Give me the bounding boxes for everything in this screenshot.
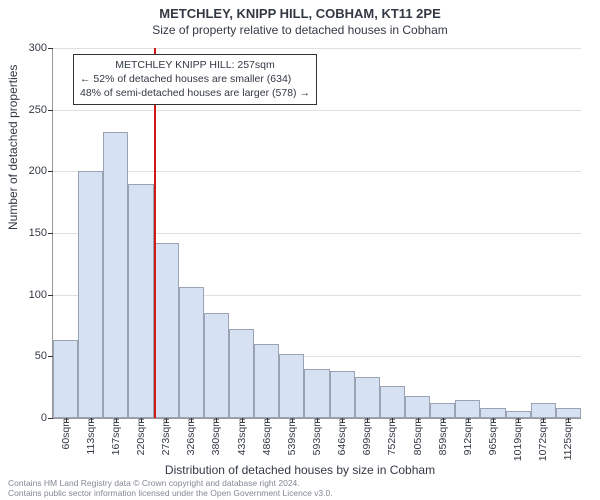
footer-attribution: Contains HM Land Registry data © Crown c… <box>8 479 333 498</box>
histogram-bar <box>506 411 531 418</box>
x-tick-label: 167sqm <box>110 418 122 455</box>
histogram-bar <box>304 369 329 418</box>
histogram-bar <box>556 408 581 418</box>
x-tick-label: 486sqm <box>261 418 273 455</box>
x-tick-label: 699sqm <box>361 418 373 455</box>
histogram-bar <box>455 400 480 419</box>
x-axis-label: Distribution of detached houses by size … <box>0 463 600 477</box>
x-tick-label: 912sqm <box>462 418 474 455</box>
x-tick-label: 433sqm <box>236 418 248 455</box>
histogram-bar <box>531 403 556 418</box>
histogram-bar <box>78 171 103 418</box>
annotation-line-3: 48% of semi-detached houses are larger (… <box>80 86 310 100</box>
x-tick-label: 326sqm <box>185 418 197 455</box>
x-tick-label: 593sqm <box>311 418 323 455</box>
chart-subtitle: Size of property relative to detached ho… <box>0 21 600 37</box>
histogram-bar <box>179 287 204 418</box>
histogram-bar <box>154 243 179 418</box>
y-tick-label: 50 <box>35 350 53 362</box>
y-tick-label: 100 <box>29 289 53 301</box>
x-tick-label: 60sqm <box>60 418 72 450</box>
y-axis-label: Number of detached properties <box>6 65 20 230</box>
annotation-line-1: METCHLEY KNIPP HILL: 257sqm <box>80 58 310 72</box>
x-tick-label: 380sqm <box>210 418 222 455</box>
y-tick-label: 300 <box>29 42 53 54</box>
x-tick-label: 1072sqm <box>537 418 549 461</box>
histogram-bar <box>229 329 254 418</box>
x-tick-label: 1125sqm <box>562 418 574 460</box>
histogram-bar <box>380 386 405 418</box>
histogram-bar <box>430 403 455 418</box>
x-tick-label: 805sqm <box>412 418 424 455</box>
x-tick-label: 539sqm <box>286 418 298 455</box>
histogram-bar <box>103 132 128 418</box>
footer-line-2: Contains public sector information licen… <box>8 489 333 498</box>
histogram-bar <box>279 354 304 418</box>
y-tick-label: 0 <box>41 412 53 424</box>
y-tick-label: 200 <box>29 165 53 177</box>
histogram-bar <box>254 344 279 418</box>
x-tick-label: 965sqm <box>487 418 499 455</box>
x-tick-label: 1019sqm <box>512 418 524 461</box>
x-tick-label: 859sqm <box>437 418 449 455</box>
x-tick-label: 752sqm <box>386 418 398 455</box>
chart-title: METCHLEY, KNIPP HILL, COBHAM, KT11 2PE <box>0 0 600 21</box>
histogram-bar <box>204 313 229 418</box>
histogram-bar <box>330 371 355 418</box>
annotation-line-2: ← 52% of detached houses are smaller (63… <box>80 72 310 86</box>
histogram-bar <box>128 184 153 418</box>
x-tick-label: 113sqm <box>85 418 97 455</box>
histogram-bar <box>480 408 505 418</box>
annotation-box: METCHLEY KNIPP HILL: 257sqm ← 52% of det… <box>73 54 317 105</box>
histogram-bar <box>355 377 380 418</box>
x-tick-label: 220sqm <box>135 418 147 455</box>
y-tick-label: 250 <box>29 104 53 116</box>
y-tick-label: 150 <box>29 227 53 239</box>
x-tick-label: 646sqm <box>336 418 348 455</box>
histogram-bar <box>405 396 430 418</box>
chart-plot-area: METCHLEY KNIPP HILL: 257sqm ← 52% of det… <box>52 48 581 419</box>
x-tick-label: 273sqm <box>160 418 172 455</box>
histogram-bar <box>53 340 78 418</box>
